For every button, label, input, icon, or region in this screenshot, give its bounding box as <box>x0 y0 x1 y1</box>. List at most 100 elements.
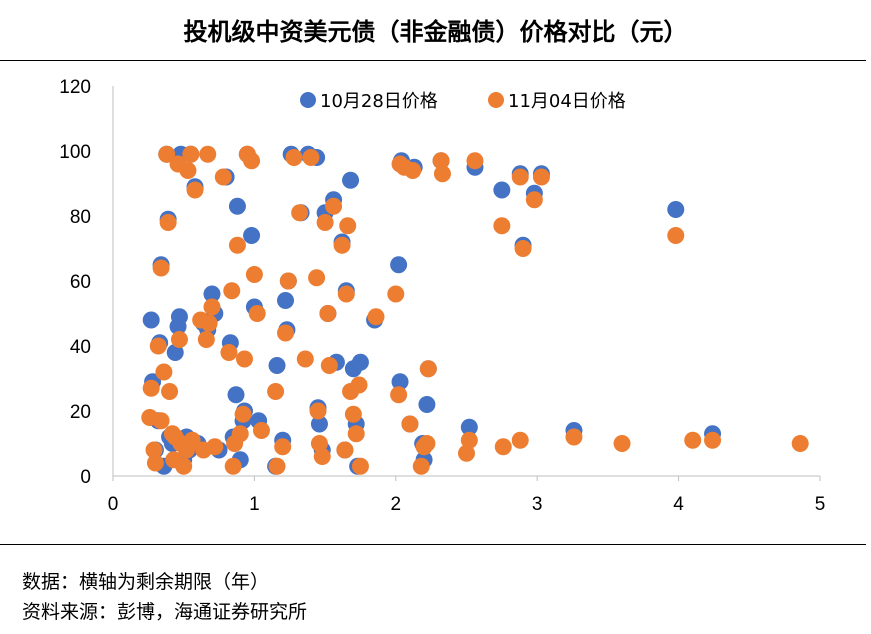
data-point <box>224 457 242 475</box>
data-point <box>186 181 204 199</box>
data-point <box>493 217 511 235</box>
data-point <box>161 383 179 400</box>
data-point <box>704 431 722 449</box>
data-point <box>228 197 246 215</box>
data-point <box>351 353 369 371</box>
legend-label-nov04: 11月04日价格 <box>508 91 626 112</box>
data-point <box>684 431 702 449</box>
data-point <box>460 431 478 449</box>
data-point <box>339 217 357 235</box>
data-point <box>313 448 331 465</box>
y-tick-label: 80 <box>70 207 91 228</box>
data-point <box>277 324 295 342</box>
y-tick: 80 <box>70 207 91 228</box>
y-tick-label: 120 <box>59 77 91 98</box>
legend-swatch-nov04 <box>488 92 504 108</box>
data-point <box>565 428 583 446</box>
data-point <box>302 149 320 166</box>
data-point <box>296 350 314 368</box>
data-point <box>418 435 436 452</box>
data-point <box>145 441 163 459</box>
legend-swatch-oct28 <box>300 92 316 108</box>
data-point <box>152 259 170 277</box>
data-point <box>175 457 193 475</box>
data-point <box>268 457 286 475</box>
data-point <box>320 357 338 374</box>
data-point <box>310 415 328 433</box>
data-point <box>412 457 430 475</box>
data-point <box>458 444 475 462</box>
y-tick: 0 <box>80 467 91 488</box>
data-point <box>155 363 173 381</box>
data-point <box>460 418 478 436</box>
data-point <box>158 145 176 163</box>
data-point <box>236 350 254 368</box>
y-tick: 20 <box>70 402 91 423</box>
data-point <box>511 431 529 449</box>
legend: 10月28日价格 11月04日价格 <box>300 91 626 112</box>
data-point <box>268 357 286 374</box>
data-point <box>166 344 184 361</box>
data-point <box>791 435 809 452</box>
data-point <box>231 425 249 443</box>
x-tick-label: 4 <box>673 494 684 515</box>
data-point <box>243 227 261 244</box>
data-point <box>203 285 221 303</box>
data-point <box>367 308 385 326</box>
data-point <box>200 314 218 332</box>
data-point <box>337 285 355 303</box>
data-point <box>310 435 328 452</box>
data-point <box>291 204 309 222</box>
data-point <box>532 168 550 186</box>
title-divider <box>0 60 866 61</box>
data-point <box>277 292 295 309</box>
data-point <box>179 162 197 179</box>
x-tick-label: 2 <box>391 494 402 515</box>
data-point <box>285 149 303 166</box>
data-point <box>206 438 224 456</box>
data-point <box>199 145 217 163</box>
data-point <box>336 441 354 459</box>
data-point <box>350 376 368 394</box>
data-point <box>142 311 160 329</box>
data-point <box>390 386 408 404</box>
y-tick: 120 <box>59 77 91 98</box>
data-point <box>494 438 512 456</box>
data-point <box>493 181 511 199</box>
series-1 <box>141 145 809 475</box>
data-point <box>466 152 484 170</box>
data-point <box>667 227 685 244</box>
data-point <box>667 201 685 218</box>
y-tick-label: 40 <box>70 337 91 358</box>
x-tick: 3 <box>532 476 543 515</box>
x-tick: 5 <box>815 476 826 515</box>
legend-label-oct28: 10月28日价格 <box>320 91 438 112</box>
data-point <box>308 269 326 287</box>
data-point <box>223 282 241 300</box>
data-point <box>228 236 246 254</box>
data-point <box>319 305 337 322</box>
chart-title: 投机级中资美元债（非金融债）价格对比（元） <box>183 18 688 46</box>
scatter-chart: 0 20 40 60 80 100 120 0 1 2 3 4 5 10月28日价格 11月04日价格 <box>59 77 826 515</box>
data-point <box>267 383 285 400</box>
series-0 <box>142 145 722 475</box>
data-point <box>333 236 351 254</box>
y-tick: 40 <box>70 337 91 358</box>
data-point <box>170 308 188 326</box>
data-point <box>142 379 160 397</box>
data-point <box>149 337 167 355</box>
data-point <box>197 331 215 348</box>
data-point <box>220 344 238 361</box>
x-tick-label: 3 <box>532 494 543 515</box>
data-point <box>245 266 263 283</box>
data-point <box>390 256 408 274</box>
data-point <box>433 165 451 183</box>
data-point <box>316 214 334 231</box>
data-point <box>234 405 252 423</box>
data-point <box>182 145 200 163</box>
data-point <box>511 168 529 186</box>
data-point <box>325 197 343 215</box>
x-tick-label: 5 <box>815 494 826 515</box>
data-point <box>309 402 327 420</box>
data-point <box>419 360 437 378</box>
